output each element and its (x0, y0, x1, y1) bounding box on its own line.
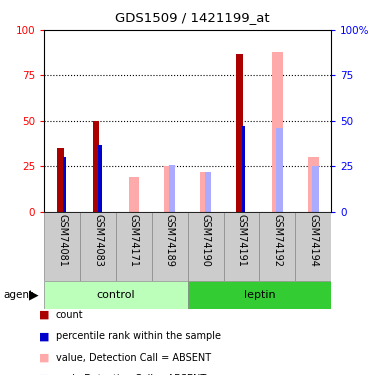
Bar (93, 121, 99, 212)
Bar (99, 145, 102, 212)
Bar (57, 148, 64, 212)
Text: count: count (56, 310, 84, 320)
Text: agent: agent (4, 290, 34, 300)
Text: GSM74189: GSM74189 (165, 214, 175, 267)
Text: GDS1509 / 1421199_at: GDS1509 / 1421199_at (115, 11, 270, 24)
Text: value, Detection Call = ABSENT: value, Detection Call = ABSENT (56, 353, 211, 363)
Bar (129, 177, 139, 212)
Bar (44, 212, 80, 281)
Bar (164, 166, 175, 212)
Bar (152, 212, 188, 281)
Bar (272, 52, 283, 212)
Bar (308, 158, 318, 212)
Bar (188, 281, 331, 309)
Bar (204, 172, 211, 212)
Bar (62, 158, 66, 212)
Bar (242, 126, 245, 212)
Text: GSM74081: GSM74081 (57, 214, 67, 267)
Text: ■: ■ (38, 353, 49, 363)
Bar (295, 212, 331, 281)
Text: GSM74190: GSM74190 (201, 214, 211, 267)
Bar (200, 172, 211, 212)
Bar (259, 212, 295, 281)
Bar (116, 212, 152, 281)
Bar (80, 212, 116, 281)
Text: GSM74083: GSM74083 (93, 214, 103, 267)
Text: ▶: ▶ (29, 289, 38, 302)
Bar (44, 281, 188, 309)
Text: ■: ■ (38, 310, 49, 320)
Text: ■: ■ (38, 332, 49, 341)
Text: leptin: leptin (244, 290, 275, 300)
Text: rank, Detection Call = ABSENT: rank, Detection Call = ABSENT (56, 374, 206, 375)
Text: GSM74194: GSM74194 (308, 214, 318, 267)
Bar (312, 166, 318, 212)
Text: ■: ■ (38, 374, 49, 375)
Bar (188, 212, 224, 281)
Text: GSM74192: GSM74192 (272, 214, 282, 267)
Text: percentile rank within the sample: percentile rank within the sample (56, 332, 221, 341)
Text: control: control (97, 290, 135, 300)
Text: GSM74191: GSM74191 (236, 214, 246, 267)
Bar (236, 54, 243, 212)
Text: GSM74171: GSM74171 (129, 214, 139, 267)
Bar (169, 165, 175, 212)
Bar (276, 128, 283, 212)
Bar (224, 212, 259, 281)
